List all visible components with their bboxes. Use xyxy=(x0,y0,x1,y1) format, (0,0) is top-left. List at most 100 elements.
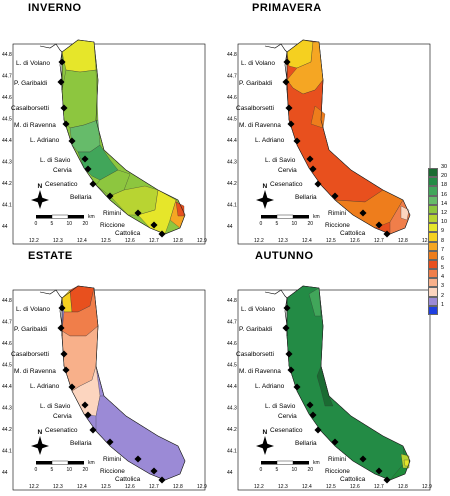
lat-tick-label: 44 xyxy=(2,224,8,230)
legend-label: 4 xyxy=(441,274,445,281)
legend-item: 18 xyxy=(428,182,450,196)
legend-swatch xyxy=(428,204,438,214)
map-frame xyxy=(12,289,206,491)
station-marker xyxy=(158,476,166,484)
legend-item: 2 xyxy=(428,293,450,306)
station-label: Rimini xyxy=(103,210,121,217)
station-marker xyxy=(375,221,383,229)
scale-label: 5 xyxy=(51,221,54,227)
scale-unit: km xyxy=(313,214,320,220)
strip-outline xyxy=(61,39,186,235)
legend-label: 8 xyxy=(441,237,445,244)
station-label: L. di Volano xyxy=(16,306,50,313)
lon-tick-label: 12.9 xyxy=(197,238,207,244)
north-arrow-icon xyxy=(31,190,49,209)
station-label: Bellaria xyxy=(70,440,92,447)
station-marker xyxy=(150,221,158,229)
lon-tick-label: 12.6 xyxy=(125,484,135,490)
lon-tick-label: 12.2 xyxy=(29,484,39,490)
lat-tick-label: 44.3 xyxy=(2,160,12,166)
legend-swatch xyxy=(428,296,438,306)
station-marker xyxy=(287,366,295,374)
legend-swatch xyxy=(428,287,438,297)
lat-tick-label: 44.3 xyxy=(227,406,237,412)
station-marker xyxy=(306,155,314,163)
station-marker xyxy=(314,180,322,188)
legend-label: 1 xyxy=(441,301,445,308)
lat-tick-label: 44.1 xyxy=(2,203,12,209)
station-marker xyxy=(359,455,367,463)
panel-title-primavera: PRIMAVERA xyxy=(252,2,322,14)
lat-tick-label: 44.7 xyxy=(227,320,237,326)
lon-tick-label: 12.9 xyxy=(422,484,432,490)
panel-title-estate: ESTATE xyxy=(28,250,73,262)
legend-label: 3 xyxy=(441,283,445,290)
station-label: Cervia xyxy=(278,167,297,174)
lat-tick-label: 44.2 xyxy=(2,427,12,433)
lat-tick-label: 44.6 xyxy=(2,341,12,347)
coastline xyxy=(39,289,63,336)
strip-outline xyxy=(286,39,411,235)
lat-tick-label: 44.8 xyxy=(227,52,237,58)
station-label: Rimini xyxy=(103,456,121,463)
lon-tick-label: 12.6 xyxy=(350,484,360,490)
lon-tick-label: 12.5 xyxy=(326,238,336,244)
station-label: P. Garibaldi xyxy=(14,326,47,333)
lon-tick-label: 12.8 xyxy=(173,238,183,244)
lat-tick-label: 44.4 xyxy=(227,384,237,390)
station-marker xyxy=(134,209,142,217)
station-label: P. Garibaldi xyxy=(239,80,272,87)
legend-label: 9 xyxy=(441,228,445,235)
legend-label: 10 xyxy=(441,219,448,226)
legend-swatch xyxy=(428,232,438,242)
legend-swatch xyxy=(428,177,438,187)
scale-unit: km xyxy=(313,460,320,466)
north-label: N xyxy=(38,429,43,436)
lon-tick-label: 12.4 xyxy=(77,238,87,244)
lon-tick-label: 12.2 xyxy=(254,238,264,244)
lat-tick-label: 44.8 xyxy=(2,298,12,304)
scale-label: 5 xyxy=(276,467,279,473)
scale-label: 10 xyxy=(67,221,73,227)
lon-tick-label: 12.8 xyxy=(398,484,408,490)
legend-swatch xyxy=(428,278,438,288)
contour-region xyxy=(308,287,322,317)
lon-tick-label: 12.4 xyxy=(302,238,312,244)
lat-tick-label: 44.4 xyxy=(2,138,12,144)
station-marker xyxy=(84,411,92,419)
scale-label: 20 xyxy=(308,467,314,473)
strip-outline xyxy=(61,285,186,481)
station-marker xyxy=(150,467,158,475)
legend-item: 20 xyxy=(428,173,450,187)
lat-tick-label: 44.8 xyxy=(227,298,237,304)
map-frame xyxy=(12,43,206,245)
station-label: L. di Volano xyxy=(16,60,50,67)
lat-tick-label: 44.5 xyxy=(227,363,237,369)
station-marker xyxy=(68,137,76,145)
lon-tick-label: 12.4 xyxy=(77,484,87,490)
station-label: Casalborsetti xyxy=(236,351,274,358)
station-label: Casalborsetti xyxy=(11,351,49,358)
scale-label: 0 xyxy=(260,467,263,473)
station-marker xyxy=(283,58,291,66)
station-marker xyxy=(89,180,97,188)
station-label: P. Garibaldi xyxy=(14,80,47,87)
station-marker xyxy=(383,230,391,238)
lat-tick-label: 44.4 xyxy=(2,384,12,390)
scale-label: 5 xyxy=(51,467,54,473)
lon-tick-label: 12.3 xyxy=(278,238,288,244)
station-marker xyxy=(285,350,293,358)
station-marker xyxy=(158,230,166,238)
strip-outline xyxy=(286,285,411,481)
scale-label: 10 xyxy=(292,467,298,473)
station-marker xyxy=(81,401,89,409)
lat-tick-label: 44.2 xyxy=(227,427,237,433)
legend-swatch xyxy=(428,168,438,178)
lon-tick-label: 12.9 xyxy=(422,238,432,244)
lat-tick-label: 44.7 xyxy=(227,74,237,80)
lat-tick-label: 44.1 xyxy=(227,449,237,455)
legend-label: 14 xyxy=(441,200,448,207)
lat-tick-label: 44.5 xyxy=(2,363,12,369)
lon-tick-label: 12.6 xyxy=(125,238,135,244)
